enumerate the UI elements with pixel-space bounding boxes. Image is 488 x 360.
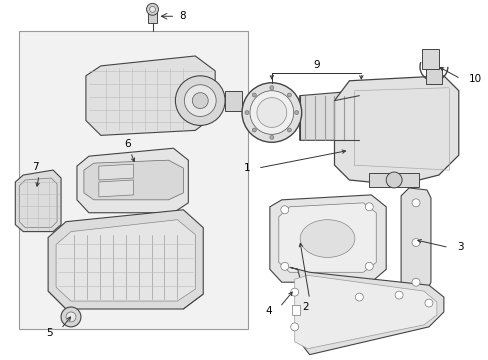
Circle shape	[411, 239, 419, 247]
Text: 9: 9	[313, 60, 319, 70]
Circle shape	[269, 86, 273, 90]
Polygon shape	[400, 188, 430, 299]
Circle shape	[280, 206, 288, 214]
Polygon shape	[99, 164, 133, 180]
Circle shape	[242, 83, 301, 142]
Text: 3: 3	[456, 243, 463, 252]
Polygon shape	[425, 67, 441, 84]
Polygon shape	[368, 173, 418, 187]
Polygon shape	[402, 287, 426, 297]
Circle shape	[355, 293, 363, 301]
Circle shape	[249, 91, 293, 134]
Text: 2: 2	[302, 302, 308, 312]
Circle shape	[294, 111, 298, 114]
Circle shape	[149, 6, 155, 12]
Circle shape	[252, 93, 256, 97]
Polygon shape	[421, 49, 438, 69]
Polygon shape	[84, 160, 183, 200]
Circle shape	[411, 199, 419, 207]
Text: 8: 8	[179, 11, 185, 21]
Polygon shape	[294, 275, 436, 349]
Circle shape	[269, 135, 273, 139]
Polygon shape	[299, 91, 359, 140]
Circle shape	[244, 111, 248, 114]
Polygon shape	[15, 170, 61, 231]
Text: 10: 10	[468, 74, 481, 84]
Circle shape	[290, 323, 298, 331]
Circle shape	[175, 76, 224, 125]
Polygon shape	[147, 11, 157, 23]
Polygon shape	[48, 210, 203, 309]
Circle shape	[290, 288, 298, 296]
Circle shape	[184, 85, 216, 117]
Circle shape	[252, 128, 256, 132]
Text: 7: 7	[32, 162, 39, 172]
Circle shape	[280, 262, 288, 270]
Circle shape	[411, 278, 419, 286]
Polygon shape	[334, 76, 458, 185]
Text: 1: 1	[243, 163, 249, 173]
Bar	[19, 31, 247, 329]
Circle shape	[365, 262, 372, 270]
Circle shape	[287, 93, 291, 97]
Circle shape	[394, 291, 402, 299]
Ellipse shape	[300, 220, 354, 257]
Circle shape	[287, 128, 291, 132]
Circle shape	[256, 98, 286, 127]
Text: 6: 6	[124, 139, 131, 149]
Polygon shape	[56, 220, 195, 301]
Polygon shape	[99, 180, 133, 197]
Circle shape	[365, 203, 372, 211]
Polygon shape	[278, 203, 375, 272]
Circle shape	[146, 3, 158, 15]
Circle shape	[192, 93, 208, 109]
Polygon shape	[224, 91, 242, 111]
Polygon shape	[86, 56, 215, 135]
Polygon shape	[291, 305, 299, 315]
Circle shape	[66, 312, 76, 322]
Circle shape	[386, 172, 401, 188]
Text: 5: 5	[46, 328, 53, 338]
Circle shape	[424, 299, 432, 307]
Polygon shape	[77, 148, 188, 213]
Polygon shape	[269, 195, 386, 282]
Text: 4: 4	[264, 306, 271, 316]
Polygon shape	[289, 267, 443, 355]
Circle shape	[61, 307, 81, 327]
